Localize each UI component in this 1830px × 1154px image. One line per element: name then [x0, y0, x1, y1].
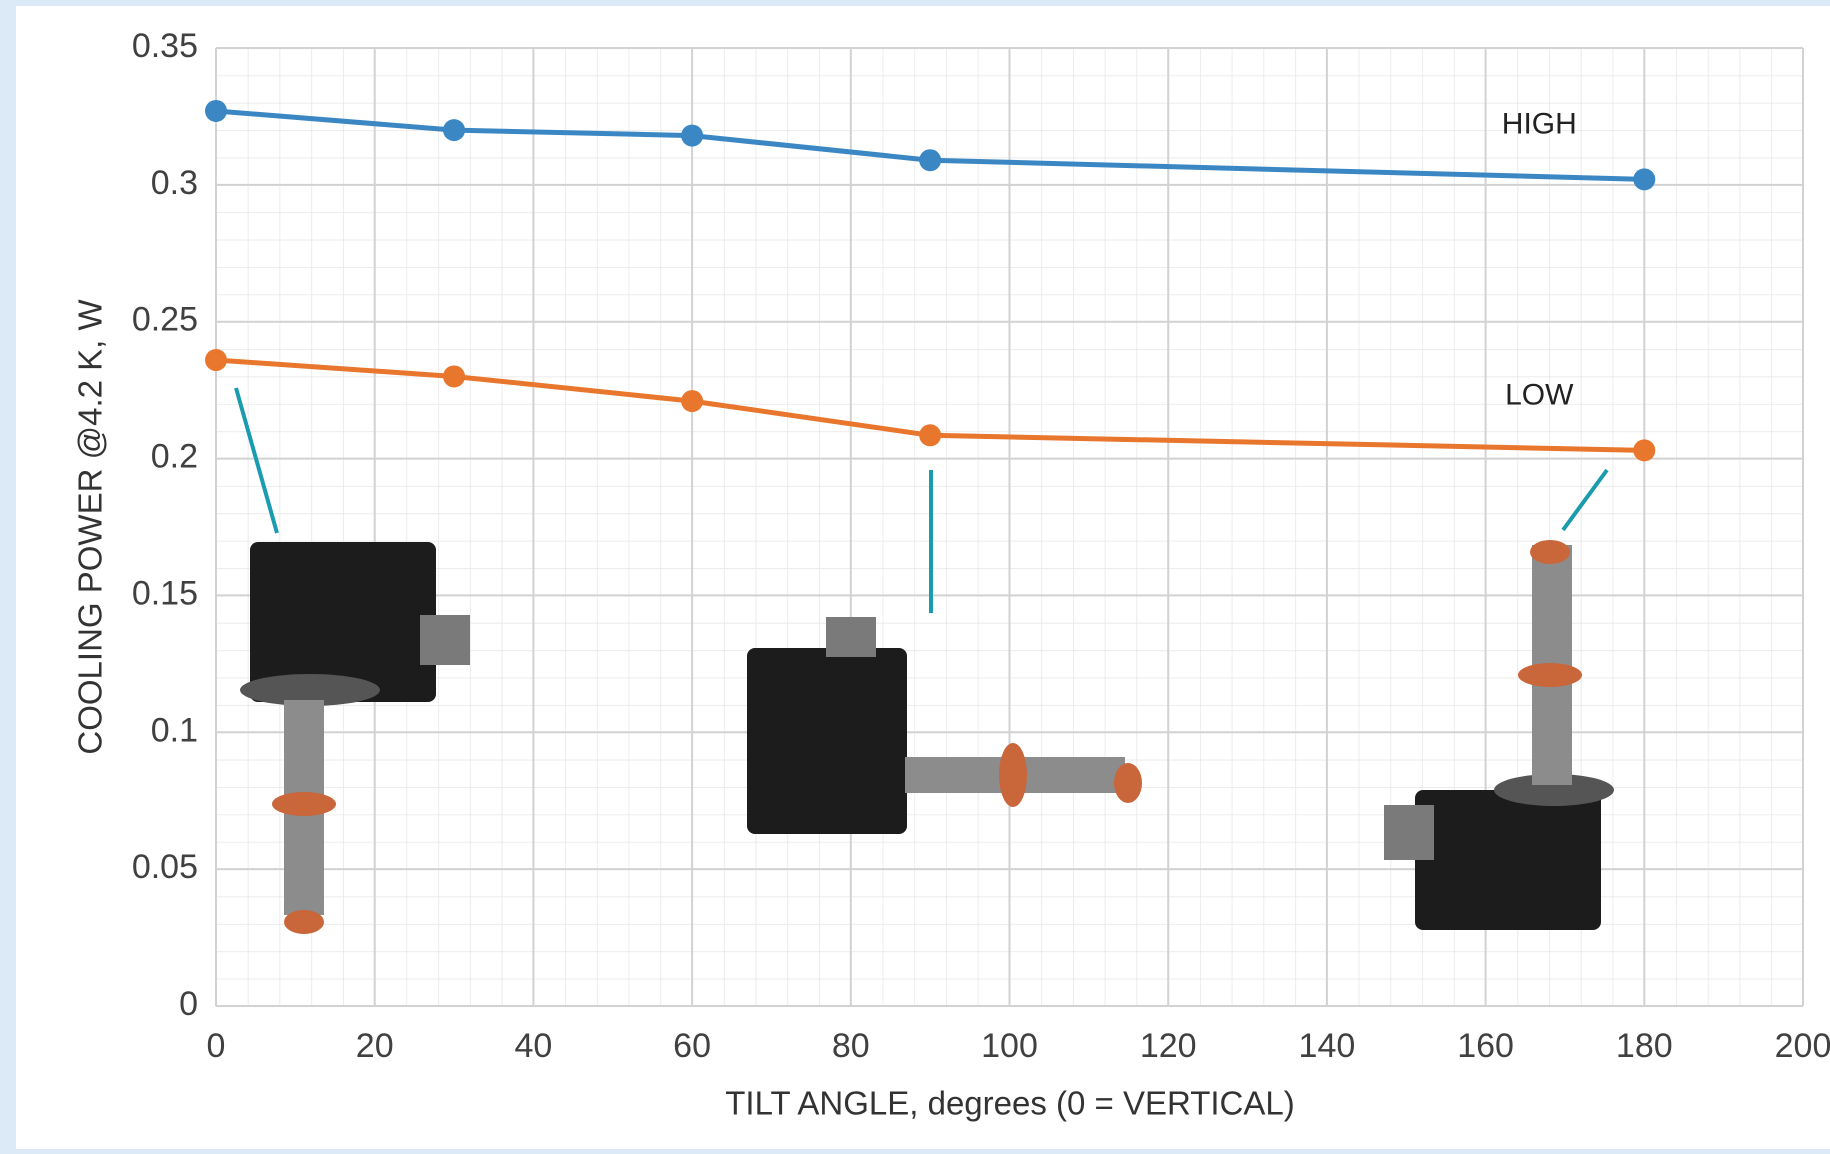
y-tick-label: 0.15	[132, 574, 198, 612]
y-tick-label: 0.05	[132, 848, 198, 886]
series-label: LOW	[1505, 378, 1574, 411]
data-point	[205, 100, 227, 122]
x-tick-label: 180	[1616, 1027, 1673, 1065]
x-tick-label: 20	[356, 1027, 394, 1065]
chart: HIGH LOW TILT ANGLE, degrees (0 = VERTICA…	[0, 0, 1830, 1149]
x-tick-label: 160	[1457, 1027, 1514, 1065]
data-point	[443, 119, 465, 141]
data-point	[1633, 439, 1655, 461]
data-point	[205, 349, 227, 371]
series-label: HIGH	[1502, 107, 1577, 140]
x-tick-label: 100	[981, 1027, 1038, 1065]
x-tick-label: 200	[1775, 1027, 1830, 1065]
y-tick-label: 0	[179, 985, 198, 1023]
y-tick-label: 0.3	[151, 164, 198, 202]
x-axis-title: TILT ANGLE, degrees (0 = VERTICAL)	[725, 1085, 1295, 1122]
data-point	[681, 390, 703, 412]
x-tick-label: 140	[1299, 1027, 1356, 1065]
y-axis-title: COOLING POWER @4.2 K, W	[72, 299, 109, 755]
x-tick-label: 80	[832, 1027, 870, 1065]
data-point	[681, 125, 703, 147]
data-point	[919, 149, 941, 171]
x-tick-label: 40	[514, 1027, 552, 1065]
y-tick-label: 0.1	[151, 711, 198, 749]
data-point	[1633, 168, 1655, 190]
data-point	[919, 424, 941, 446]
y-tick-label: 0.25	[132, 301, 198, 339]
x-tick-label: 0	[207, 1027, 226, 1065]
y-tick-label: 0.2	[151, 438, 198, 476]
x-tick-label: 120	[1140, 1027, 1197, 1065]
x-tick-label: 60	[673, 1027, 711, 1065]
y-tick-label: 0.35	[132, 27, 198, 65]
data-point	[443, 365, 465, 387]
